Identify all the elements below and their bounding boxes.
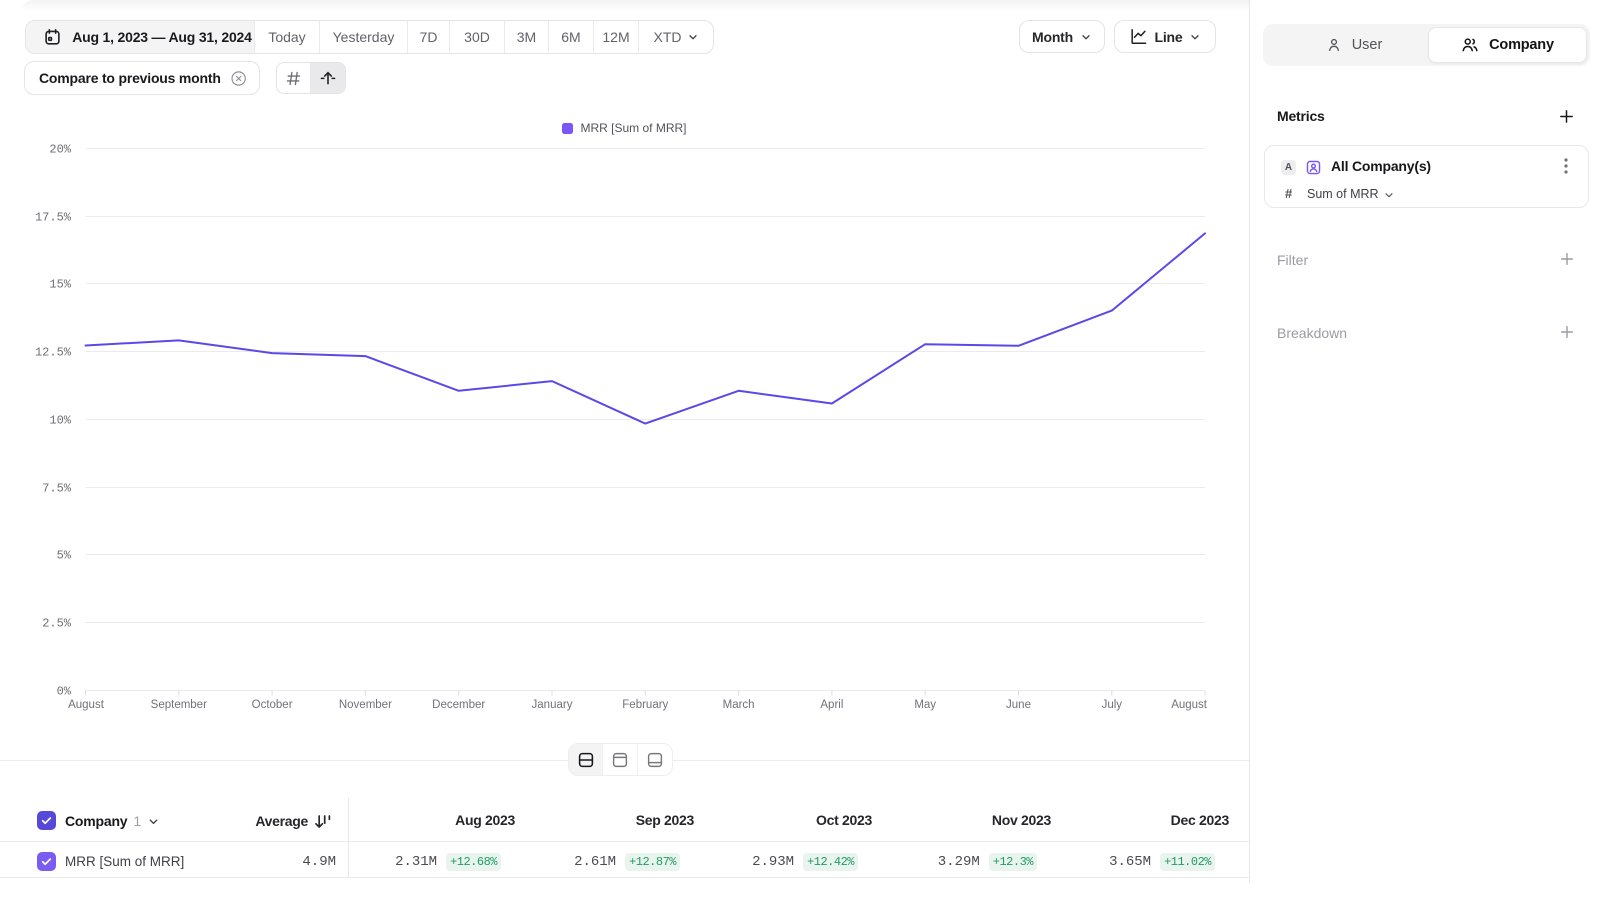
svg-text:12.5%: 12.5%	[35, 346, 72, 360]
svg-text:10%: 10%	[49, 414, 71, 428]
svg-text:2.5%: 2.5%	[42, 617, 72, 631]
svg-text:August: August	[68, 699, 105, 711]
svg-text:7.5%: 7.5%	[42, 482, 72, 496]
svg-text:December: December	[432, 699, 485, 711]
svg-text:April: April	[820, 699, 843, 711]
svg-text:February: February	[622, 699, 668, 711]
svg-text:September: September	[151, 699, 207, 711]
svg-text:17.5%: 17.5%	[35, 211, 72, 225]
svg-text:October: October	[252, 699, 293, 711]
svg-text:November: November	[339, 699, 392, 711]
svg-text:June: June	[1006, 699, 1031, 711]
svg-text:July: July	[1102, 699, 1123, 711]
svg-text:5%: 5%	[57, 549, 72, 563]
svg-text:15%: 15%	[49, 278, 71, 292]
svg-text:0%: 0%	[57, 685, 72, 699]
svg-text:May: May	[914, 699, 936, 711]
svg-text:March: March	[723, 699, 755, 711]
svg-text:20%: 20%	[49, 143, 71, 157]
svg-text:January: January	[532, 699, 573, 711]
svg-text:August: August	[1171, 699, 1208, 711]
